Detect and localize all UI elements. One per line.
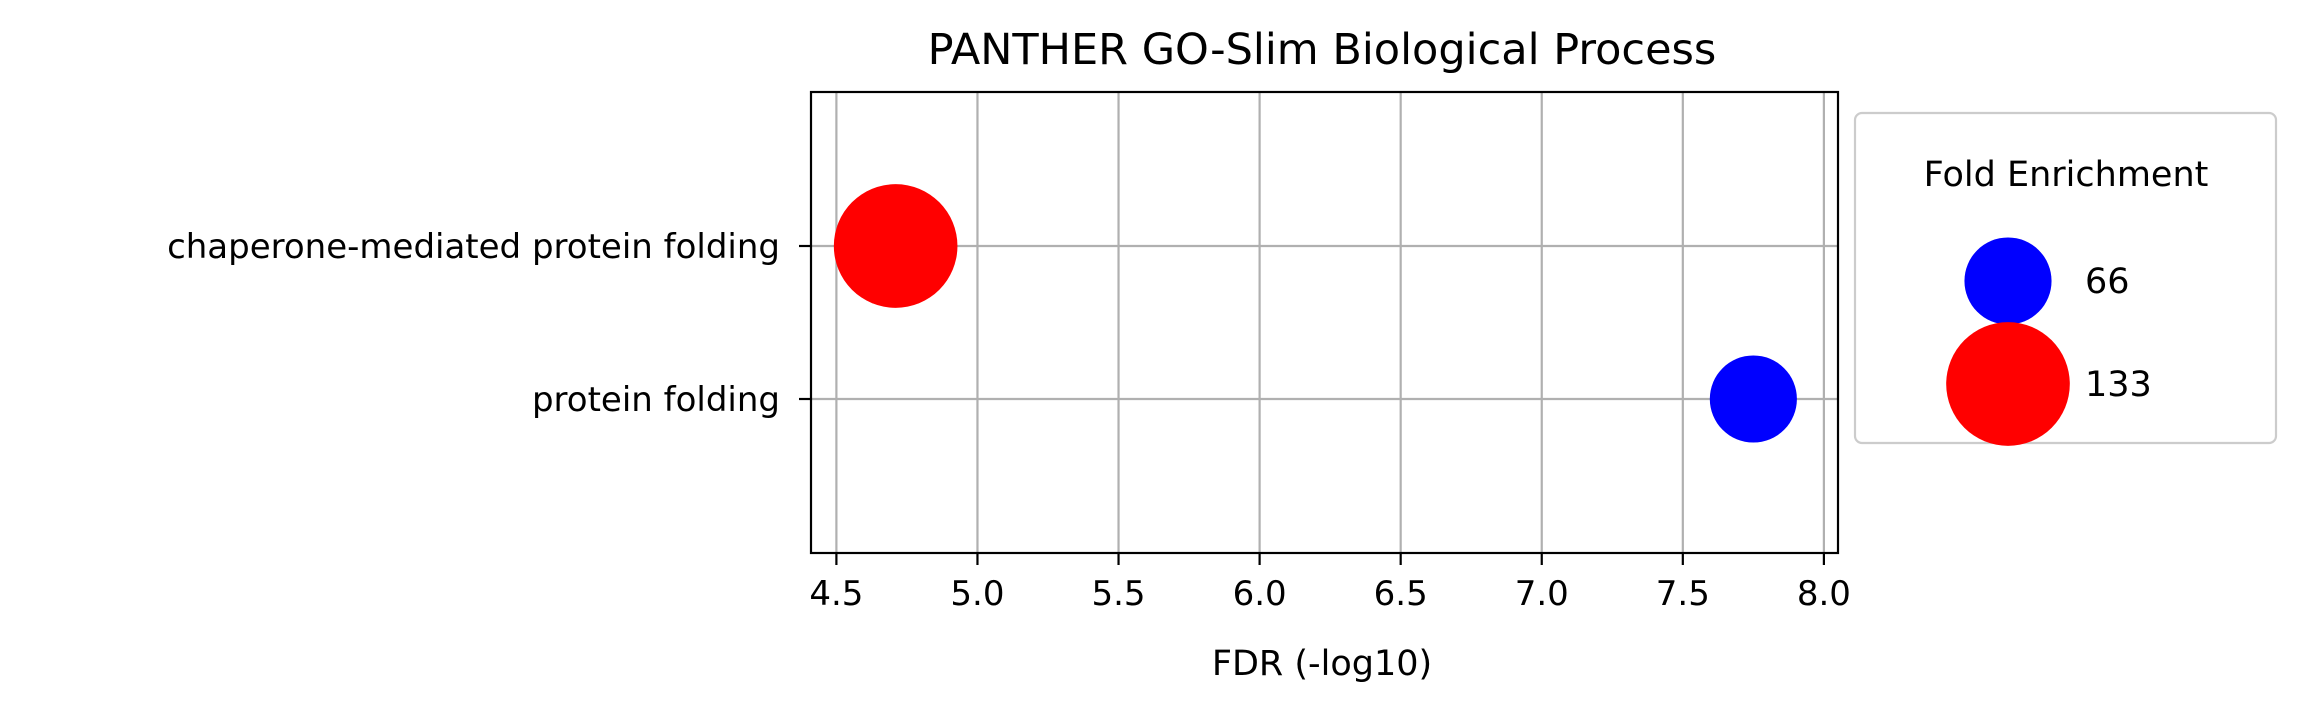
x-tick-label: 5.0 <box>950 574 1004 614</box>
y-tick-label: protein folding <box>532 380 780 420</box>
grid-layer <box>811 92 1838 553</box>
x-tick-label: 8.0 <box>1797 574 1851 614</box>
x-axis-label: FDR (-log10) <box>1212 644 1432 684</box>
legend: Fold Enrichment 66 133 <box>1853 111 2278 446</box>
ticks-layer: 4.5 5.0 5.5 6.0 6.5 7.0 7.5 8.0 chaperone-mediat… <box>167 227 1851 614</box>
y-tick-label: chaperone-mediated protein folding <box>167 227 780 267</box>
plot-frame <box>809 90 1840 555</box>
x-tick-label: 5.5 <box>1091 574 1145 614</box>
x-tick-label: 4.5 <box>809 574 863 614</box>
data-point <box>833 184 958 308</box>
legend-title: Fold Enrichment <box>1924 155 2209 195</box>
marks-layer <box>833 184 1797 443</box>
chart-title: PANTHER GO-Slim Biological Process <box>928 25 1717 75</box>
legend-marker <box>1946 322 2070 446</box>
legend-marker <box>1964 237 2052 325</box>
legend-label: 133 <box>2085 365 2152 405</box>
data-point <box>1709 355 1797 443</box>
x-tick-label: 7.0 <box>1515 574 1569 614</box>
legend-label: 66 <box>2085 262 2130 302</box>
x-tick-label: 7.5 <box>1656 574 1710 614</box>
x-tick-label: 6.0 <box>1233 574 1287 614</box>
legend-entries: 66 133 <box>1946 237 2152 446</box>
x-tick-label: 6.5 <box>1374 574 1428 614</box>
